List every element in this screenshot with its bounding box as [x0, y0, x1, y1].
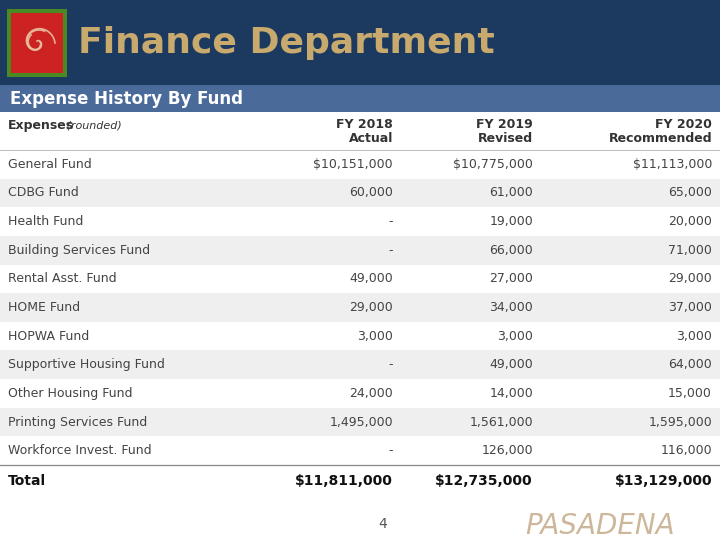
- Bar: [11, 13, 63, 73]
- Text: 29,000: 29,000: [668, 272, 712, 285]
- Text: 15,000: 15,000: [668, 387, 712, 400]
- Bar: [0, 265, 720, 293]
- Text: $10,151,000: $10,151,000: [313, 158, 393, 171]
- Text: 1,561,000: 1,561,000: [469, 416, 533, 429]
- Text: Workforce Invest. Fund: Workforce Invest. Fund: [8, 444, 152, 457]
- Bar: [0, 85, 720, 112]
- Text: -: -: [389, 359, 393, 372]
- Bar: [7, 9, 67, 77]
- Text: FY 2018: FY 2018: [336, 118, 393, 132]
- Text: 71,000: 71,000: [668, 244, 712, 256]
- Text: 14,000: 14,000: [490, 387, 533, 400]
- Text: CDBG Fund: CDBG Fund: [8, 186, 78, 199]
- Text: 66,000: 66,000: [490, 244, 533, 256]
- Text: 4: 4: [379, 517, 387, 531]
- Text: 61,000: 61,000: [490, 186, 533, 199]
- Text: Expense History By Fund: Expense History By Fund: [10, 90, 243, 107]
- Text: 37,000: 37,000: [668, 301, 712, 314]
- Text: $12,735,000: $12,735,000: [436, 474, 533, 488]
- Bar: [0, 179, 720, 207]
- Text: 24,000: 24,000: [349, 387, 393, 400]
- Text: 60,000: 60,000: [349, 186, 393, 199]
- Text: (rounded): (rounded): [63, 121, 122, 131]
- Text: Supportive Housing Fund: Supportive Housing Fund: [8, 359, 165, 372]
- Text: Recommended: Recommended: [608, 132, 712, 145]
- Bar: [0, 207, 720, 236]
- Text: 49,000: 49,000: [349, 272, 393, 285]
- Text: Revised: Revised: [478, 132, 533, 145]
- Bar: [0, 379, 720, 408]
- Text: 20,000: 20,000: [668, 215, 712, 228]
- Bar: [0, 112, 720, 150]
- Bar: [0, 322, 720, 350]
- Bar: [0, 0, 720, 85]
- Text: 1,595,000: 1,595,000: [648, 416, 712, 429]
- Text: Rental Asst. Fund: Rental Asst. Fund: [8, 272, 117, 285]
- Text: $11,113,000: $11,113,000: [633, 158, 712, 171]
- Bar: [0, 293, 720, 322]
- Text: -: -: [389, 444, 393, 457]
- Text: FY 2020: FY 2020: [655, 118, 712, 132]
- Text: HOPWA Fund: HOPWA Fund: [8, 329, 89, 343]
- Text: FY 2019: FY 2019: [476, 118, 533, 132]
- Text: -: -: [389, 215, 393, 228]
- Text: 27,000: 27,000: [489, 272, 533, 285]
- Text: 65,000: 65,000: [668, 186, 712, 199]
- Text: 29,000: 29,000: [349, 301, 393, 314]
- Text: Health Fund: Health Fund: [8, 215, 84, 228]
- Bar: [0, 465, 720, 497]
- Bar: [0, 436, 720, 465]
- Text: -: -: [389, 244, 393, 256]
- Text: General Fund: General Fund: [8, 158, 91, 171]
- Text: HOME Fund: HOME Fund: [8, 301, 80, 314]
- Text: 3,000: 3,000: [676, 329, 712, 343]
- Text: Printing Services Fund: Printing Services Fund: [8, 416, 148, 429]
- Text: Building Services Fund: Building Services Fund: [8, 244, 150, 256]
- Text: 64,000: 64,000: [668, 359, 712, 372]
- Text: 49,000: 49,000: [490, 359, 533, 372]
- Text: Expenses: Expenses: [8, 119, 74, 132]
- Bar: [0, 236, 720, 265]
- Text: Finance Department: Finance Department: [78, 25, 495, 59]
- Text: $11,811,000: $11,811,000: [295, 474, 393, 488]
- Text: 19,000: 19,000: [490, 215, 533, 228]
- Text: Other Housing Fund: Other Housing Fund: [8, 387, 132, 400]
- Text: Total: Total: [8, 474, 46, 488]
- Text: 1,495,000: 1,495,000: [329, 416, 393, 429]
- Text: 34,000: 34,000: [490, 301, 533, 314]
- Text: 3,000: 3,000: [357, 329, 393, 343]
- Bar: [0, 150, 720, 179]
- Text: PASADENA: PASADENA: [525, 512, 675, 540]
- Text: Actual: Actual: [348, 132, 393, 145]
- Text: $10,775,000: $10,775,000: [453, 158, 533, 171]
- Bar: [0, 408, 720, 436]
- Bar: [0, 350, 720, 379]
- Text: 3,000: 3,000: [497, 329, 533, 343]
- Text: $13,129,000: $13,129,000: [614, 474, 712, 488]
- Text: 116,000: 116,000: [660, 444, 712, 457]
- Text: 126,000: 126,000: [482, 444, 533, 457]
